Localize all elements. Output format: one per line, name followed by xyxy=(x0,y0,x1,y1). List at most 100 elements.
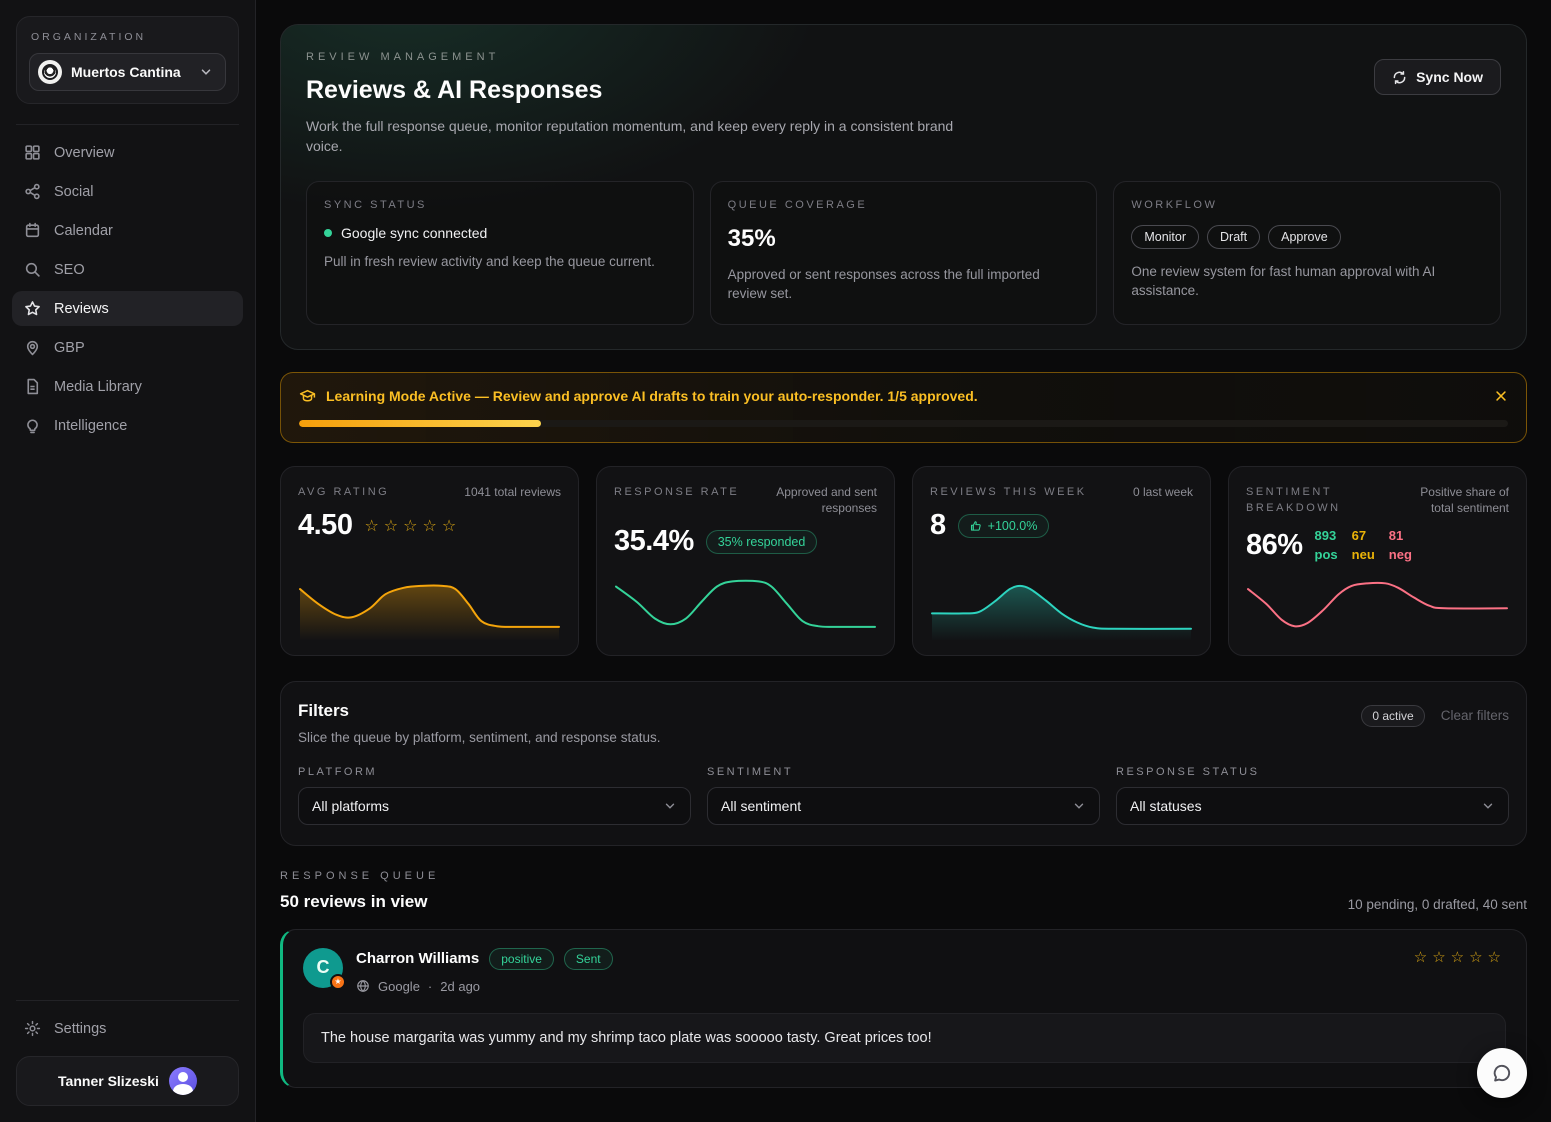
queue-coverage-card: QUEUE COVERAGE 35% Approved or sent resp… xyxy=(709,180,1098,325)
lightbulb-icon xyxy=(24,417,41,434)
reviews-week-sparkline xyxy=(930,573,1193,641)
learning-progress-track xyxy=(299,419,1508,427)
sidebar-item-label: Intelligence xyxy=(54,417,128,434)
chevron-down-icon xyxy=(663,799,677,813)
document-icon xyxy=(24,378,41,395)
organization-label: ORGANIZATION xyxy=(31,31,147,43)
reviewer-name: Charron Williams xyxy=(356,950,480,968)
organization-name: Muertos Cantina xyxy=(71,64,181,80)
response-status-filter: RESPONSE STATUS All statuses xyxy=(1116,766,1509,825)
avg-rating-sparkline xyxy=(298,573,561,641)
queue-summary: 10 pending, 0 drafted, 40 sent xyxy=(1347,896,1527,912)
sidebar-item-label: Reviews xyxy=(54,300,109,317)
filters-title: Filters xyxy=(298,700,350,720)
response-rate-value: 35.4% xyxy=(614,525,694,558)
star-icon xyxy=(24,300,41,317)
user-menu[interactable]: Tanner Slizeski xyxy=(16,1056,239,1106)
calendar-icon xyxy=(24,222,41,239)
sidebar-item-label: Settings xyxy=(54,1020,107,1037)
sidebar-item-media-library[interactable]: Media Library xyxy=(12,369,243,404)
avg-rating-card: AVG RATING 1041 total reviews 4.50 ☆☆☆☆☆ xyxy=(280,465,579,656)
review-platform: Google xyxy=(378,978,420,994)
responded-badge: 35% responded xyxy=(705,529,818,554)
learning-mode-message: Learning Mode Active — Review and approv… xyxy=(326,388,978,405)
sidebar-nav: Overview Social Calendar SEO Reviews GBP… xyxy=(0,135,255,443)
chevron-down-icon xyxy=(199,65,213,79)
status-dot xyxy=(324,228,332,237)
organization-logo xyxy=(38,60,62,84)
review-text: The house margarita was yummy and my shr… xyxy=(303,1012,1506,1063)
close-icon[interactable] xyxy=(1494,389,1508,403)
globe-icon xyxy=(356,979,370,993)
sidebar-bottom: Settings Tanner Slizeski xyxy=(0,996,255,1122)
page-description: Work the full response queue, monitor re… xyxy=(306,118,954,155)
sentiment-breakdown-card: SENTIMENT BREAKDOWN Positive share of to… xyxy=(1228,465,1527,656)
growth-badge: +100.0% xyxy=(957,513,1050,538)
avg-rating-value: 4.50 xyxy=(298,509,353,542)
clear-filters-button[interactable]: Clear filters xyxy=(1440,708,1509,724)
sidebar-item-settings[interactable]: Settings xyxy=(12,1011,243,1046)
learning-mode-banner: Learning Mode Active — Review and approv… xyxy=(280,371,1527,443)
sidebar-item-label: SEO xyxy=(54,261,85,278)
sentiment-sparkline xyxy=(1246,573,1509,641)
sidebar-item-label: Media Library xyxy=(54,378,142,395)
filters-panel: Filters Slice the queue by platform, sen… xyxy=(280,680,1527,846)
review-card[interactable]: C ★ Charron Williams positive Sent Googl… xyxy=(280,928,1527,1088)
chevron-down-icon xyxy=(1072,799,1086,813)
sync-status-text: Google sync connected xyxy=(341,224,488,241)
sidebar-item-calendar[interactable]: Calendar xyxy=(12,213,243,248)
search-icon xyxy=(24,261,41,278)
card-label: WORKFLOW xyxy=(1131,198,1218,211)
sidebar-item-label: GBP xyxy=(54,339,85,356)
review-stars: ☆☆☆☆☆ xyxy=(1413,948,1506,966)
sidebar-item-label: Overview xyxy=(54,144,115,161)
sidebar-item-seo[interactable]: SEO xyxy=(12,252,243,287)
sentiment-tag: positive xyxy=(489,947,554,970)
card-label: QUEUE COVERAGE xyxy=(727,198,868,211)
google-star-badge: ★ xyxy=(330,973,346,990)
filters-subtitle: Slice the queue by platform, sentiment, … xyxy=(298,729,661,745)
sentiment-filter: SENTIMENT All sentiment xyxy=(707,766,1100,825)
platform-select[interactable]: All platforms xyxy=(298,786,691,825)
sidebar: ORGANIZATION Muertos Cantina Overview So… xyxy=(0,0,256,1122)
share-icon xyxy=(24,183,41,200)
queue-eyebrow: RESPONSE QUEUE xyxy=(280,869,440,882)
reviews-week-value: 8 xyxy=(930,509,946,542)
page-title: Reviews & AI Responses xyxy=(306,76,603,104)
reviews-this-week-card: REVIEWS THIS WEEK 0 last week 8 +100.0% xyxy=(912,465,1211,656)
rating-stars: ☆☆☆☆☆ xyxy=(364,517,462,535)
organization-box: ORGANIZATION Muertos Cantina xyxy=(16,16,239,104)
sentiment-counts: 893 pos 67 neu 81 neg xyxy=(1314,527,1412,563)
review-time: 2d ago xyxy=(440,978,481,994)
chevron-down-icon xyxy=(1481,799,1495,813)
sync-status-card: SYNC STATUS Google sync connected Pull i… xyxy=(306,180,694,325)
workflow-card: WORKFLOW Monitor Draft Approve One revie… xyxy=(1113,180,1501,325)
sidebar-item-reviews[interactable]: Reviews xyxy=(12,291,243,326)
queue-title: 50 reviews in view xyxy=(280,891,428,911)
chat-fab-button[interactable] xyxy=(1477,1048,1527,1098)
stats-row: AVG RATING 1041 total reviews 4.50 ☆☆☆☆☆… xyxy=(280,465,1527,656)
sidebar-item-label: Social xyxy=(54,183,94,200)
reviewer-avatar: C ★ xyxy=(303,947,346,990)
sentiment-select[interactable]: All sentiment xyxy=(707,786,1100,825)
active-filters-badge: 0 active xyxy=(1361,704,1425,727)
sync-now-button[interactable]: Sync Now xyxy=(1374,59,1501,95)
sidebar-item-label: Calendar xyxy=(54,222,113,239)
sidebar-item-gbp[interactable]: GBP xyxy=(12,330,243,365)
map-pin-icon xyxy=(24,339,41,356)
user-avatar xyxy=(168,1067,197,1095)
sidebar-item-intelligence[interactable]: Intelligence xyxy=(12,408,243,443)
queue-coverage-value: 35% xyxy=(727,224,776,252)
chat-bubble-icon xyxy=(1491,1062,1513,1084)
response-status-select[interactable]: All statuses xyxy=(1116,786,1509,825)
queue-header: RESPONSE QUEUE 50 reviews in view 10 pen… xyxy=(280,870,1527,912)
gear-icon xyxy=(24,1020,41,1037)
sidebar-divider xyxy=(16,124,239,125)
sentiment-value: 86% xyxy=(1246,528,1303,561)
thumbs-up-icon xyxy=(970,520,982,532)
organization-selector[interactable]: Muertos Cantina xyxy=(29,53,226,91)
sidebar-item-overview[interactable]: Overview xyxy=(12,135,243,170)
sidebar-item-social[interactable]: Social xyxy=(12,174,243,209)
user-name: Tanner Slizeski xyxy=(58,1073,159,1089)
learning-progress-fill xyxy=(299,419,541,427)
